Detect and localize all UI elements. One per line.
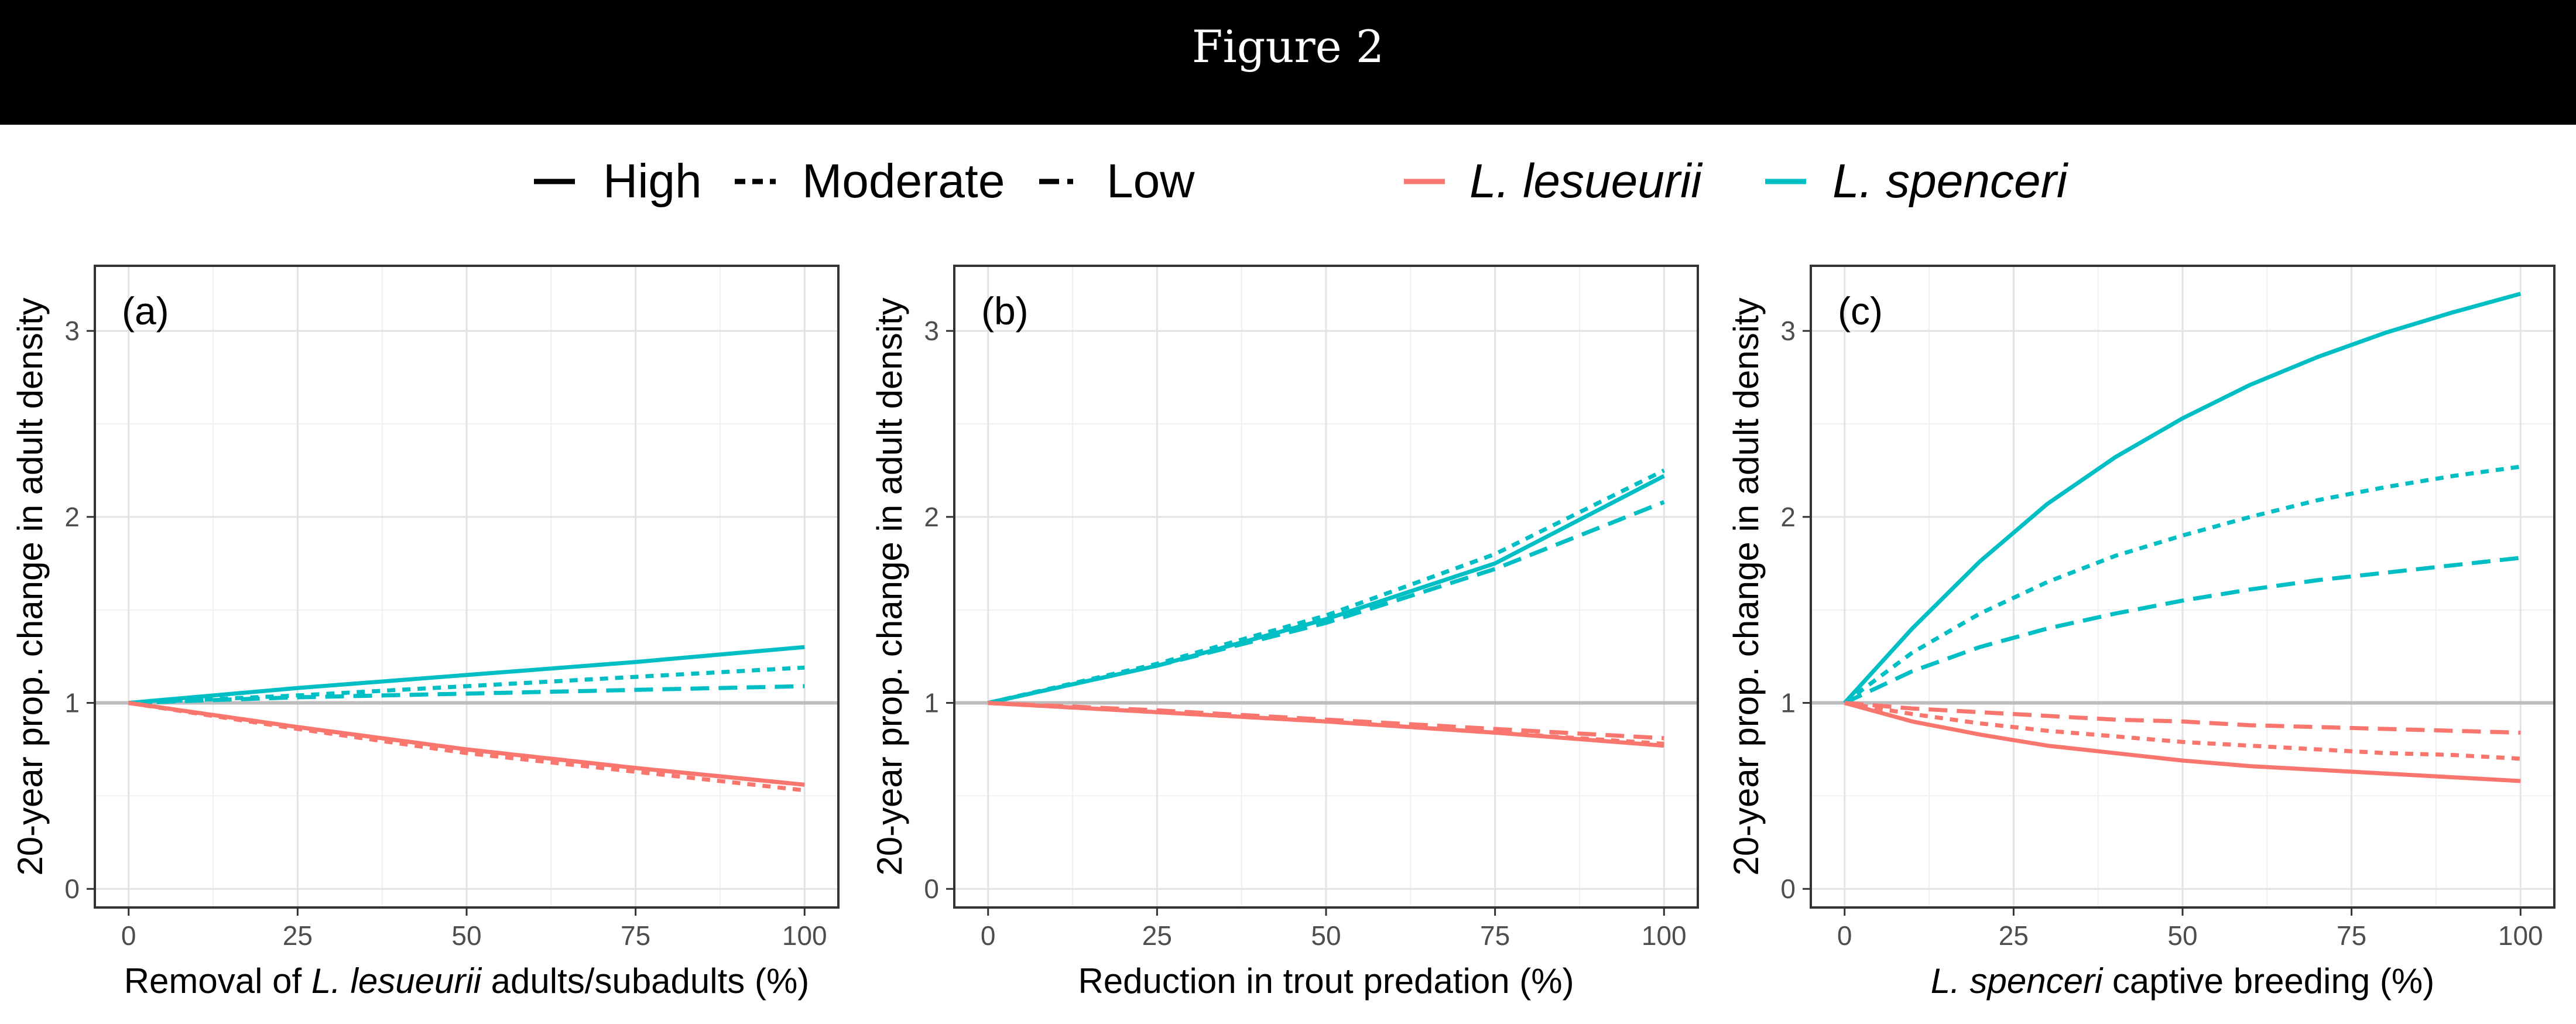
legend: High Moderate Low L. lesueurii L. spence… [0, 146, 2576, 217]
series-line-lspenceri-moderate [1843, 464, 2521, 705]
x-tick-label: 25 [1142, 920, 1172, 951]
y-tick-label: 3 [924, 316, 939, 346]
x-tick-label: 75 [2337, 920, 2366, 951]
x-tick-label: 100 [782, 920, 827, 951]
legend-key-low [1039, 179, 1080, 184]
y-tick-label: 2 [64, 502, 80, 532]
x-axis-label: Removal of L. lesueurii adults/subadults… [124, 961, 810, 1001]
series-line-llesueurii-low [128, 701, 805, 787]
x-tick-label: 25 [283, 920, 313, 951]
x-tick-label: 50 [451, 920, 481, 951]
series-line-llesueurii-low [1844, 701, 2521, 735]
y-tick-label: 1 [1780, 688, 1796, 718]
figure-header: Figure 2 [0, 0, 2576, 125]
panel-tag: (c) [1838, 289, 1883, 333]
x-axis-label-part: L. lesueurii [311, 961, 482, 1001]
x-axis-label-part: adults/subadults (%) [481, 961, 809, 1001]
series-line-lspenceri-low [128, 684, 805, 706]
panel-a: 0 25 50 75 100 0 1 2 3 (a) 20-year prop. change in… [11, 265, 840, 1001]
panel-c: 0 25 50 75 100 0 1 2 3 (c) 20-year prop. change in… [1727, 265, 2556, 1001]
panel-b: 0 25 50 75 100 0 1 2 3 (b) 20-year prop. change in… [870, 265, 1699, 1001]
y-tick-label: 0 [1780, 874, 1796, 904]
x-tick-label: 100 [1642, 920, 1687, 951]
x-axis-label: Reduction in trout predation (%) [1078, 961, 1574, 1001]
legend-label-spenceri: L. spenceri [1832, 155, 2068, 208]
panel-tag: (b) [981, 289, 1029, 333]
legend-label-lesueurii: L. lesueurii [1469, 155, 1702, 208]
x-axis-label-part: Removal of [124, 961, 311, 1001]
y-axis-label: 20-year prop. change in adult density [11, 297, 50, 875]
x-tick-label: 0 [981, 920, 996, 951]
y-tick-label: 0 [64, 874, 80, 904]
x-axis-label-part: L. spenceri [1931, 961, 2104, 1001]
x-tick-label: 75 [1480, 920, 1510, 951]
legend-label-low: Low [1107, 155, 1195, 208]
legend-label-moderate: Moderate [802, 155, 1005, 208]
series-line-lspenceri-high [128, 645, 805, 706]
x-tick-label: 0 [121, 920, 136, 951]
legend-key-high [534, 179, 575, 184]
x-tick-label: 75 [621, 920, 650, 951]
panel-tag: (a) [122, 289, 169, 333]
x-tick-label: 0 [1837, 920, 1852, 951]
series-lines [1843, 292, 2522, 783]
y-tick-label: 2 [924, 502, 939, 532]
series-line-lspenceri-high [1843, 292, 2522, 704]
series-lines [987, 468, 1665, 748]
x-tick-label: 100 [2498, 920, 2543, 951]
legend-key-lesueurii [1404, 179, 1445, 184]
legend-key-spenceri [1765, 179, 1806, 184]
y-axis-label: 20-year prop. change in adult density [870, 297, 909, 875]
figure-title: Figure 2 [1191, 20, 1385, 73]
y-tick-label: 2 [1780, 502, 1796, 532]
series-line-llesueurii-low [988, 701, 1664, 741]
x-axis-label-part: captive breeding (%) [2102, 961, 2434, 1001]
x-tick-label: 25 [1999, 920, 2029, 951]
y-tick-label: 3 [1780, 316, 1796, 346]
gridlines [95, 266, 838, 907]
x-axis-label-part: Reduction in trout predation (%) [1078, 961, 1574, 1001]
x-tick-label: 50 [1311, 920, 1341, 951]
series-line-llesueurii-moderate [1844, 701, 2521, 761]
series-line-lspenceri-low [987, 500, 1665, 706]
y-tick-label: 3 [64, 316, 80, 346]
legend-key-moderate [735, 179, 776, 184]
series-line-lspenceri-low [1844, 556, 2521, 705]
y-axis-label: 20-year prop. change in adult density [1727, 297, 1766, 875]
series-lines [128, 645, 805, 793]
y-tick-label: 1 [924, 688, 939, 718]
y-tick-label: 1 [64, 688, 80, 718]
series-line-llesueurii-high [1844, 701, 2521, 783]
y-tick-label: 0 [924, 874, 939, 904]
x-axis-label: L. spenceri captive breeding (%) [1931, 961, 2434, 1001]
gridlines [954, 266, 1698, 907]
legend-label-high: High [603, 155, 702, 208]
x-tick-label: 50 [2167, 920, 2197, 951]
